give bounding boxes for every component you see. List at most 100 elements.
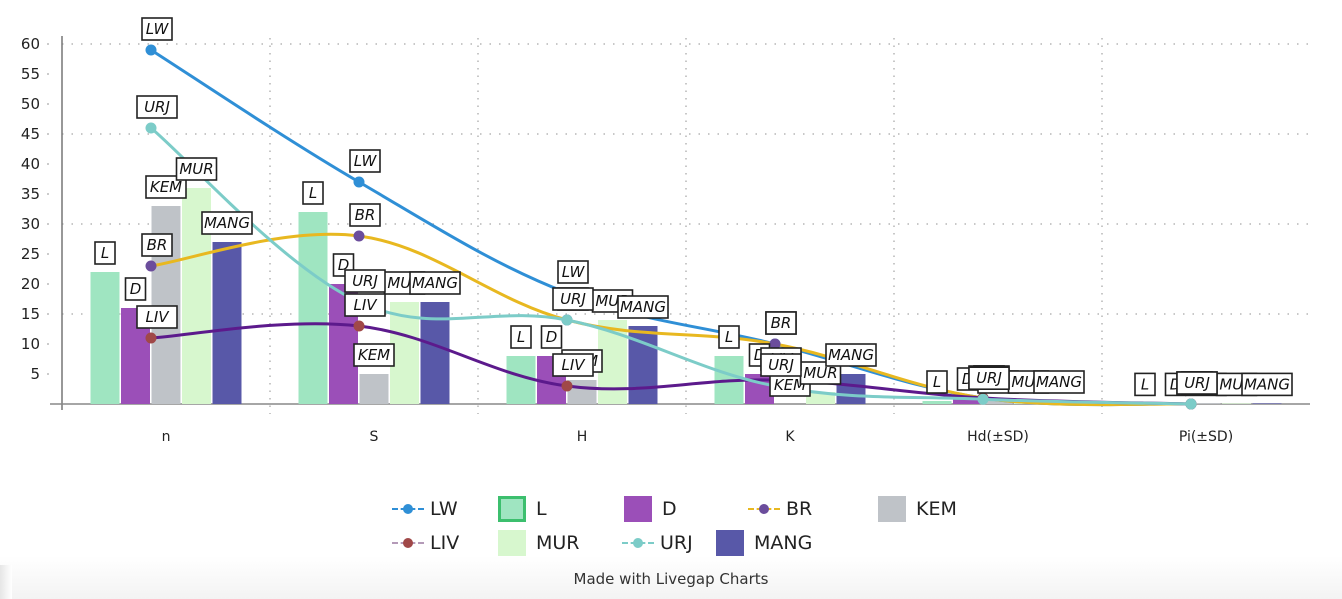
bar-mur — [390, 302, 419, 404]
data-label-text: URJ — [560, 290, 586, 308]
data-label-text: MANG — [1244, 375, 1290, 393]
y-tick-label: 15 — [21, 305, 40, 323]
point-urj — [1185, 398, 1197, 410]
y-tick-label: 5 — [30, 365, 40, 383]
legend-item-l[interactable]: L — [498, 496, 624, 522]
data-label-urj: URJ — [552, 287, 594, 311]
point-liv — [353, 320, 365, 332]
bar-kem — [567, 380, 597, 404]
data-label-text: URJ — [1184, 374, 1210, 392]
legend-item-urj[interactable]: URJ — [622, 532, 716, 554]
y-tick-label: 50 — [21, 95, 40, 113]
y-tick-label: 20 — [21, 275, 40, 293]
x-tick-label: n — [162, 429, 171, 445]
data-label-box — [1241, 372, 1293, 397]
data-label-box — [825, 343, 877, 367]
x-tick-label: Hd(±SD) — [967, 429, 1029, 445]
data-label-text: MANG — [204, 214, 250, 232]
legend-swatch-icon — [498, 496, 526, 522]
legend-item-liv[interactable]: LIV — [392, 532, 498, 554]
data-label-br: BR — [141, 233, 173, 257]
data-label-text: MUR — [803, 364, 837, 382]
legend: LW L D BR KEM LIV MUR URJ MANG — [392, 492, 992, 560]
legend-swatch-icon — [716, 530, 744, 556]
data-label-liv: LIV — [552, 353, 594, 377]
data-label-text: LW — [146, 20, 170, 38]
data-label-l: L — [718, 325, 740, 349]
data-label-box — [124, 277, 147, 301]
bar-mang — [836, 374, 866, 404]
legend-item-lw[interactable]: LW — [392, 498, 498, 520]
y-tick-label: 10 — [21, 335, 40, 353]
legend-label: LW — [430, 498, 458, 520]
y-tick-label: 55 — [21, 65, 40, 83]
legend-swatch-icon — [878, 496, 906, 522]
data-label-mang: MANG — [617, 295, 669, 319]
data-label-text: URJ — [768, 356, 794, 374]
point-br — [769, 338, 781, 350]
legend-label: MUR — [536, 532, 580, 554]
data-label-box — [349, 149, 381, 173]
data-label-box — [510, 325, 532, 349]
legend-label: BR — [786, 498, 813, 520]
y-tick-label: 35 — [21, 185, 40, 203]
data-label-text: MANG — [828, 346, 874, 364]
data-label-box — [344, 269, 386, 293]
x-tick-label: H — [577, 429, 588, 445]
bar-l — [90, 272, 120, 404]
legend-item-br[interactable]: BR — [748, 498, 878, 520]
legend-label: L — [536, 498, 547, 520]
legend-item-d[interactable]: D — [624, 496, 748, 522]
point-urj — [977, 393, 989, 405]
bar-kem — [359, 374, 389, 404]
data-label-text: BR — [771, 314, 792, 332]
legend-item-mur[interactable]: MUR — [498, 530, 622, 556]
data-label-d: D — [124, 277, 147, 301]
footer-edge — [0, 565, 12, 599]
data-label-text: D — [130, 280, 142, 298]
bar-l — [922, 401, 952, 404]
data-label-box — [94, 241, 116, 265]
legend-label: D — [662, 498, 677, 520]
y-tick-label: 25 — [21, 245, 40, 263]
data-label-text: BR — [355, 206, 376, 224]
data-label-l: L — [926, 370, 948, 394]
y-tick-label: 40 — [21, 155, 40, 173]
legend-item-mang[interactable]: MANG — [716, 530, 856, 556]
data-label-text: LW — [562, 263, 586, 281]
point-urj — [145, 122, 157, 134]
data-label-box — [617, 295, 669, 319]
data-label-br: BR — [765, 311, 797, 335]
data-label-lw: LW — [349, 149, 381, 173]
data-label-text: D — [338, 256, 350, 274]
legend-label: MANG — [754, 532, 813, 554]
point-liv — [561, 380, 573, 392]
data-label-text: KEM — [358, 346, 390, 364]
legend-dot — [633, 538, 643, 548]
data-label-box — [353, 343, 395, 367]
data-label-lw: LW — [557, 260, 589, 284]
data-label-lw: LW — [141, 17, 173, 41]
data-label-text: L — [101, 244, 109, 262]
data-labels: LLLLLLDDDDDDKEMKEMKEMKEMKEMKEMMURMURMURM… — [94, 17, 1293, 397]
data-label-mang: MANG — [1033, 370, 1085, 394]
data-label-box — [1134, 372, 1156, 397]
data-label-box — [344, 293, 386, 317]
data-label-text: L — [725, 328, 733, 346]
legend-label: URJ — [660, 532, 693, 554]
legend-item-kem[interactable]: KEM — [878, 496, 988, 522]
data-label-text: L — [1141, 375, 1149, 393]
data-label-mur: MUR — [799, 361, 842, 385]
data-label-box — [718, 325, 740, 349]
data-label-box — [409, 271, 461, 295]
lines — [145, 44, 1197, 410]
data-label-box — [1176, 371, 1218, 395]
legend-row: LW L D BR KEM — [392, 492, 992, 526]
data-label-urj: URJ — [136, 95, 178, 119]
data-label-text: MUR — [179, 160, 213, 178]
bar-mur — [1222, 403, 1251, 404]
legend-dot — [403, 504, 413, 514]
bar-l — [298, 212, 328, 404]
y-tick-label: 60 — [21, 35, 40, 53]
data-label-text: LIV — [561, 356, 586, 374]
